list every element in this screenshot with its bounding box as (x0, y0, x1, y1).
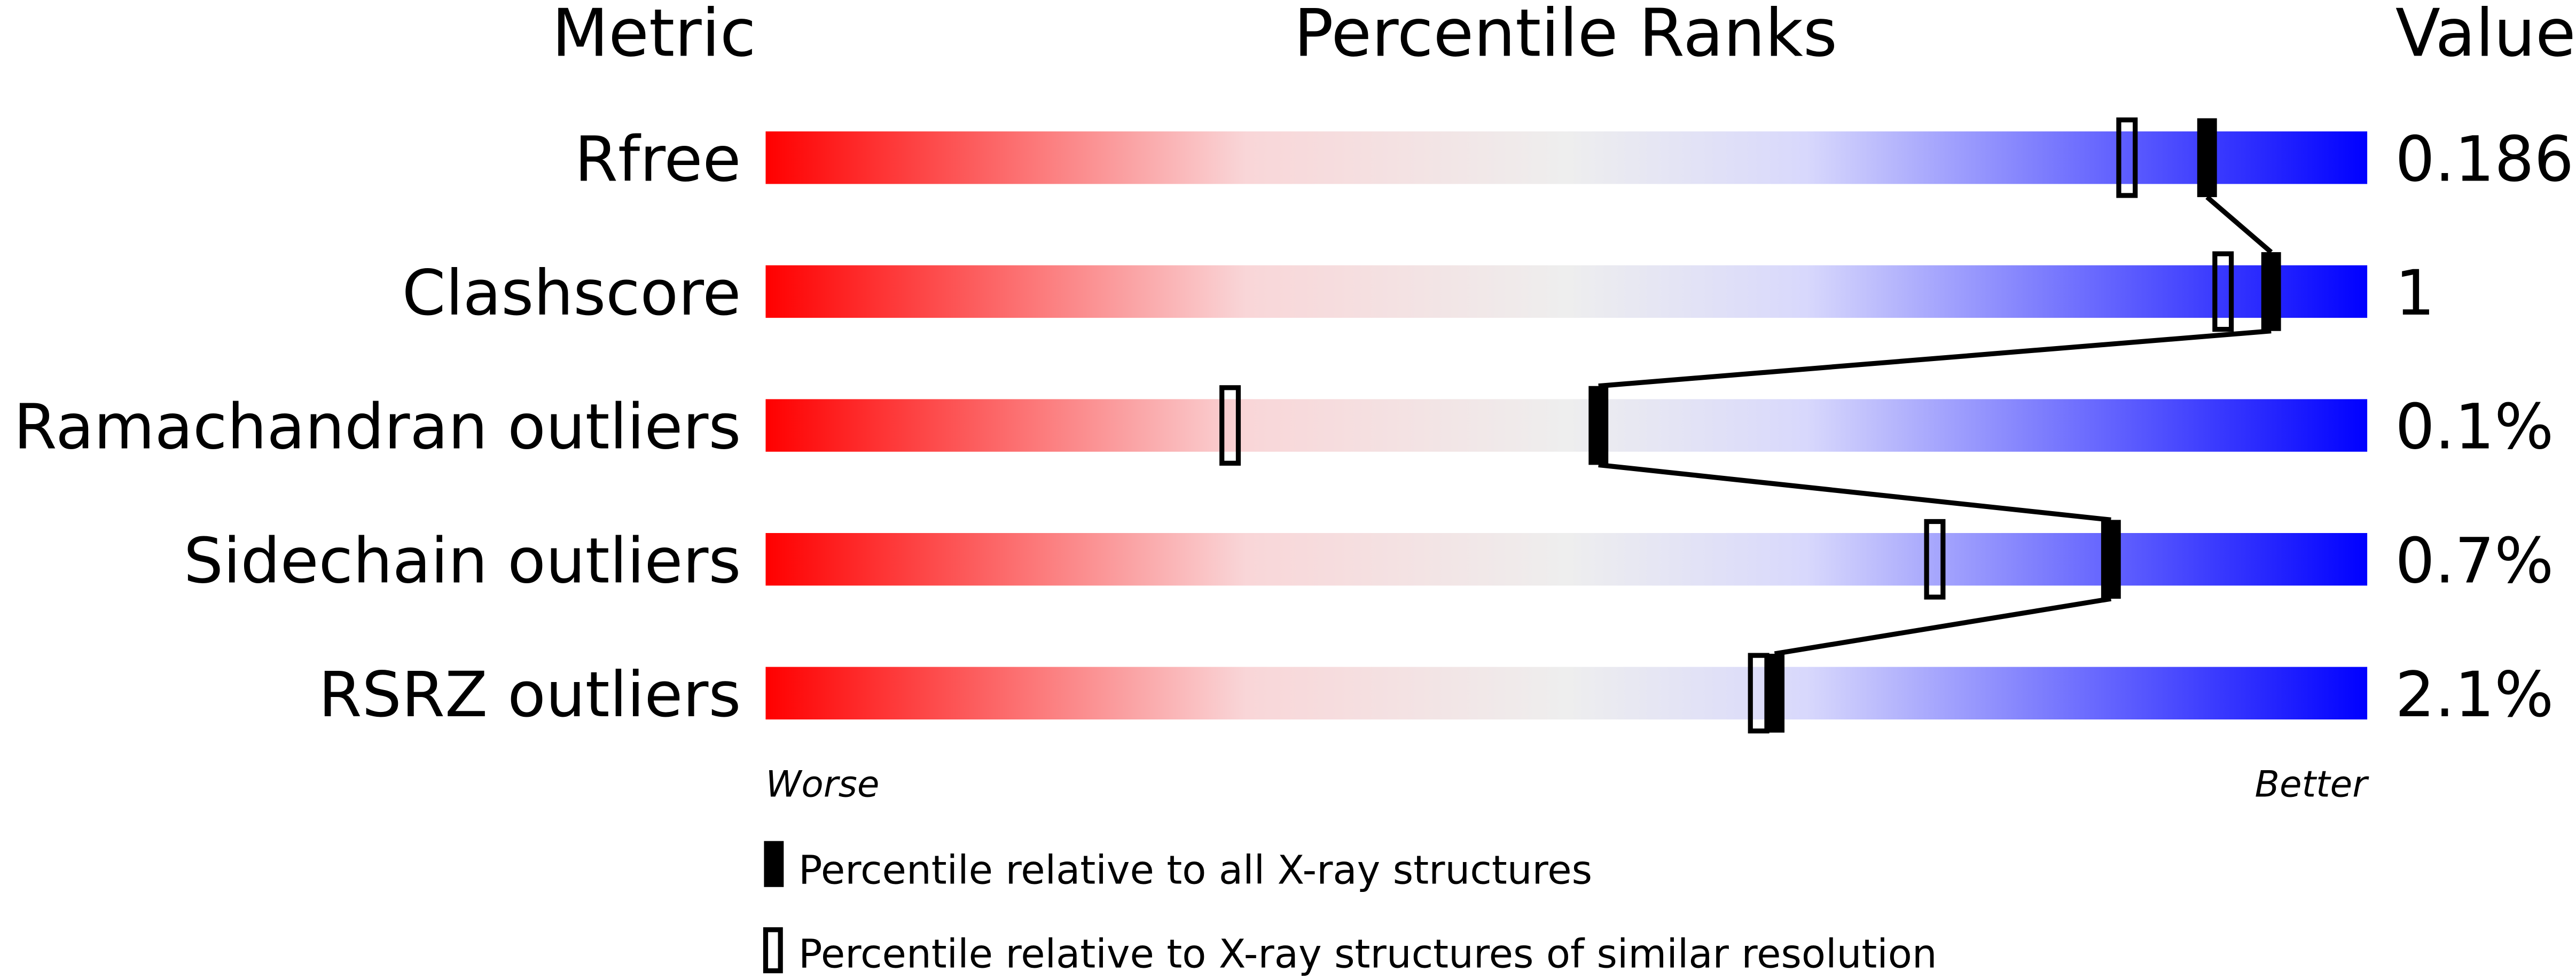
metric-value: 0.7% (2395, 524, 2554, 597)
legend-filled-marker (764, 841, 784, 887)
metric-label: Ramachandran outliers (13, 391, 741, 464)
metric-label: RSRZ outliers (318, 659, 741, 731)
marker-all-structures (2261, 252, 2281, 331)
percentile-bar (765, 131, 2368, 184)
metric-value: 0.1% (2395, 391, 2554, 464)
metric-value: 1 (2395, 257, 2434, 330)
metric-value: 0.186 (2395, 123, 2574, 195)
connector-line (2205, 195, 2273, 254)
marker-similar-resolution (2212, 251, 2234, 332)
legend-filled-label: Percentile relative to all X-ray structu… (798, 848, 1592, 894)
percentile-bar (765, 533, 2368, 586)
percentile-bar (765, 667, 2368, 720)
metric-label: Sidechain outliers (184, 524, 741, 597)
metric-label: Rfree (575, 123, 741, 195)
axis-label-worse: Worse (765, 763, 879, 805)
header-percentile-ranks: Percentile Ranks (1294, 0, 1837, 72)
marker-all-structures (1765, 654, 1785, 733)
marker-all-structures (2197, 118, 2217, 198)
connector-line (1598, 328, 2272, 389)
metric-label: Clashscore (402, 257, 741, 330)
marker-all-structures (1588, 386, 1609, 465)
metric-value: 2.1% (2395, 659, 2554, 731)
axis-label-better: Better (2255, 763, 2370, 805)
legend: Percentile relative to all X-ray structu… (763, 841, 1937, 977)
header-value: Value (2395, 0, 2576, 72)
connector-line (1598, 462, 2111, 522)
header-metric: Metric (552, 0, 756, 72)
connector-line (1774, 596, 2112, 656)
legend-open-label: Percentile relative to X-ray structures … (798, 931, 1937, 977)
legend-open-marker (763, 927, 783, 974)
marker-all-structures (2101, 520, 2121, 599)
marker-similar-resolution (2116, 117, 2138, 198)
percentile-bar (765, 265, 2368, 318)
percentile-bar (765, 399, 2368, 452)
marker-similar-resolution (1924, 519, 1946, 600)
marker-similar-resolution (1219, 385, 1241, 466)
